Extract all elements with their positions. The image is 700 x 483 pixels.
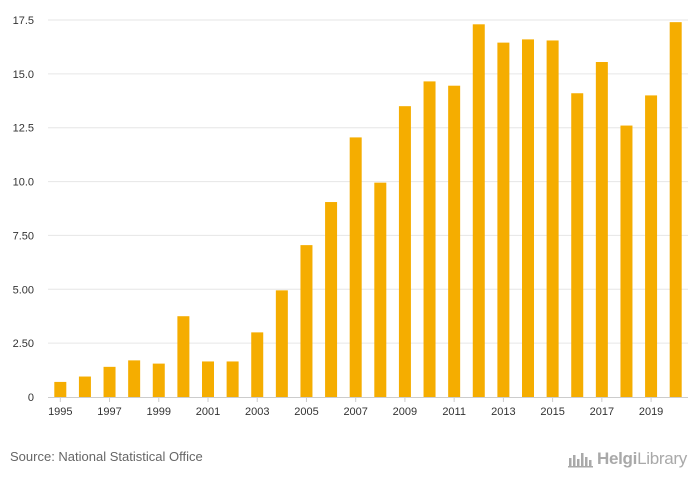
x-tick-label: 2009: [393, 406, 417, 418]
bar-2019[interactable]: [645, 95, 658, 398]
bar-2005[interactable]: [300, 245, 313, 397]
axes: [48, 397, 688, 402]
y-tick-label: 10.0: [13, 177, 34, 189]
bar-1995[interactable]: [54, 381, 67, 397]
bar-2000[interactable]: [177, 316, 190, 397]
bar-2020[interactable]: [669, 22, 682, 397]
y-tick-label: 2.50: [13, 338, 34, 350]
y-tick-label: 0: [28, 392, 34, 404]
x-tick-label: 2015: [540, 406, 564, 418]
logo-prefix: Helgi: [597, 449, 638, 468]
x-tick-label: 2017: [590, 406, 614, 418]
bar-1998[interactable]: [128, 360, 141, 397]
bar-2006[interactable]: [325, 202, 338, 397]
source-note: Source: National Statistical Office: [10, 449, 203, 464]
y-axis-tick-labels: 0 2.50 5.00 7.50 10.0 12.5 15.0 17.5: [13, 15, 34, 404]
bar-2017[interactable]: [595, 62, 608, 397]
x-tick-label: 2013: [491, 406, 515, 418]
x-tick-label: 1999: [147, 406, 171, 418]
bar-1996[interactable]: [78, 376, 91, 397]
x-tick-label: 2001: [196, 406, 220, 418]
y-tick-label: 15.0: [13, 69, 34, 81]
helgi-library-logo[interactable]: Helgi Library: [568, 447, 687, 471]
x-tick-label: 2019: [639, 406, 663, 418]
x-axis-tick-labels: 1995 1997 1999 2001 2003 2005 2007 2009 2011 2013…: [48, 406, 663, 418]
bar-2002[interactable]: [226, 361, 239, 397]
bar-2018[interactable]: [620, 125, 633, 397]
y-tick-label: 5.00: [13, 284, 34, 296]
helgi-library-icon: [568, 453, 593, 468]
y-tick-label: 17.5: [13, 15, 34, 27]
bar-2008[interactable]: [374, 182, 387, 397]
bar-2016[interactable]: [571, 93, 584, 397]
x-tick-label: 2007: [343, 406, 367, 418]
logo-suffix: Library: [637, 449, 687, 468]
bar-2009[interactable]: [398, 106, 411, 398]
x-tick-label: 2005: [294, 406, 318, 418]
bar-2004[interactable]: [275, 290, 288, 397]
bar-series: [54, 22, 682, 398]
bar-1999[interactable]: [152, 363, 165, 397]
bar-2010[interactable]: [423, 81, 436, 397]
bar-2007[interactable]: [349, 137, 362, 397]
bar-2015[interactable]: [546, 40, 559, 398]
y-tick-label: 7.50: [13, 230, 34, 242]
x-tick-label: 2011: [442, 406, 466, 418]
bar-1997[interactable]: [103, 366, 116, 397]
bar-2012[interactable]: [472, 24, 485, 398]
y-tick-label: 12.5: [13, 123, 34, 135]
bar-2011[interactable]: [448, 85, 461, 397]
x-tick-label: 1997: [97, 406, 121, 418]
gridlines: [48, 19, 688, 344]
bar-2014[interactable]: [522, 39, 534, 397]
x-tick-label: 1995: [48, 406, 72, 418]
bar-2001[interactable]: [202, 361, 214, 397]
x-tick-label: 2003: [245, 406, 269, 418]
bar-2013[interactable]: [497, 42, 510, 398]
bar-2003[interactable]: [251, 332, 264, 397]
